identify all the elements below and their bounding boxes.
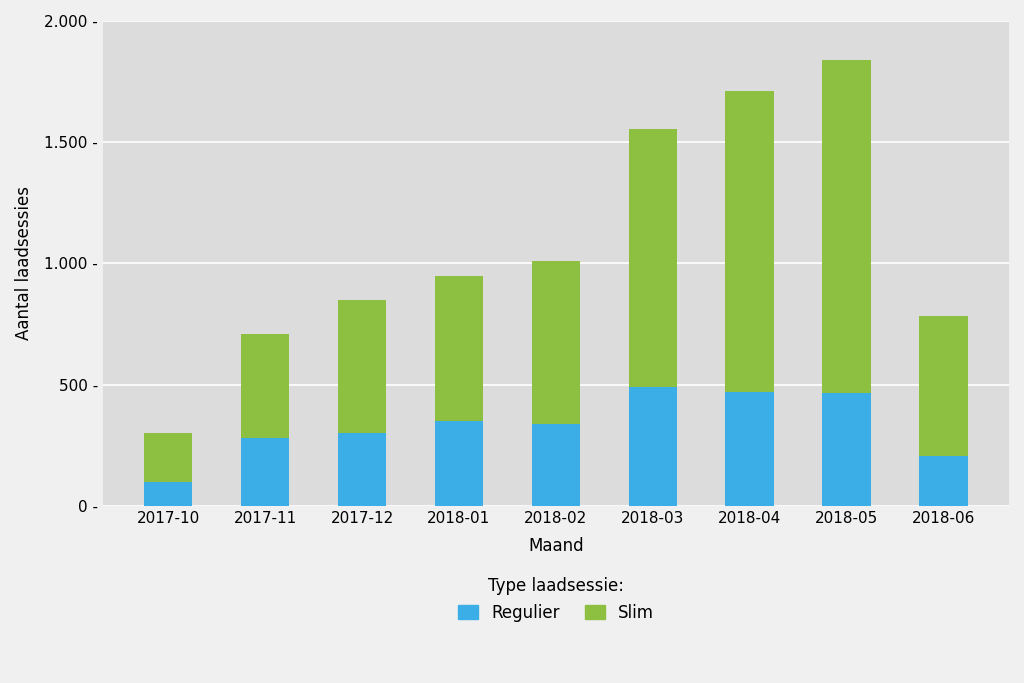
Bar (629, 387, 677, 506)
Bar (144, 482, 193, 506)
Bar (725, 392, 774, 506)
Bar (531, 261, 580, 423)
Bar (822, 60, 870, 393)
Legend: Regulier, Slim: Regulier, Slim (458, 577, 654, 622)
Bar (725, 92, 774, 392)
Y-axis label: Aantal laadsessies: Aantal laadsessies (15, 186, 33, 341)
Bar (144, 433, 193, 482)
X-axis label: Maand: Maand (528, 537, 584, 555)
Bar (822, 393, 870, 506)
Bar (920, 316, 968, 456)
Bar (920, 456, 968, 506)
Bar (629, 129, 677, 387)
Bar (241, 334, 290, 438)
Bar (241, 438, 290, 506)
Bar (531, 423, 580, 506)
Bar (338, 433, 386, 506)
Bar (338, 300, 386, 433)
Bar (435, 421, 483, 506)
Bar (435, 276, 483, 421)
